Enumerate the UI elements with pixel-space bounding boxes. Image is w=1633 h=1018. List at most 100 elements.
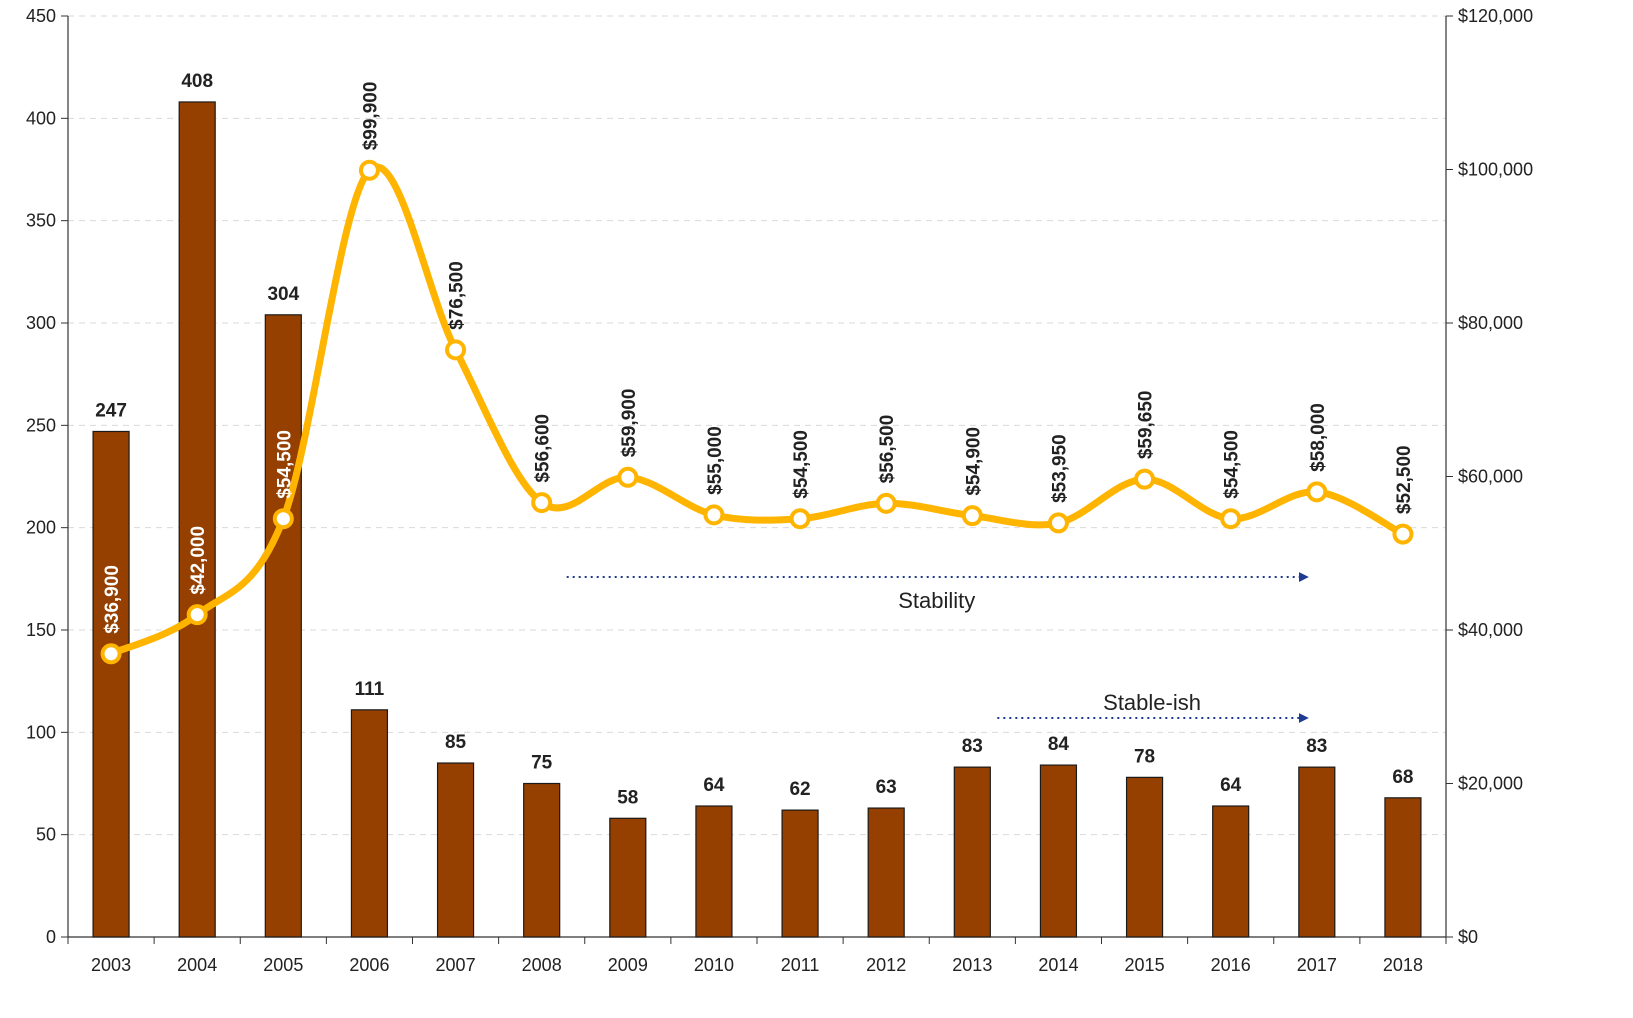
left-axis-tick-label: 50 — [36, 825, 56, 845]
price-value-label: $42,000 — [188, 526, 209, 595]
price-value-label: $52,500 — [1394, 445, 1415, 514]
bar-value-label: 68 — [1392, 767, 1413, 788]
left-axis-tick-label: 300 — [26, 313, 56, 333]
x-axis-tick-label: 2009 — [608, 955, 648, 975]
left-axis-tick-label: 450 — [26, 6, 56, 26]
right-axis-tick-label: $80,000 — [1458, 313, 1523, 333]
x-axis-tick-label: 2017 — [1297, 955, 1337, 975]
x-axis-tick-label: 2008 — [522, 955, 562, 975]
price-value-label: $54,900 — [963, 427, 984, 496]
bar-value-label: 304 — [267, 284, 299, 305]
price-point — [875, 492, 897, 514]
price-point — [789, 508, 811, 530]
price-value-label: $55,000 — [705, 426, 726, 495]
x-axis-tick-label: 2012 — [866, 955, 906, 975]
bar-value-label: 83 — [1306, 736, 1327, 757]
x-axis-tick-label: 2003 — [91, 955, 131, 975]
x-axis-tick-label: 2013 — [952, 955, 992, 975]
annotations: Stability Stable-ish — [566, 572, 1309, 724]
price-value-label: $54,500 — [274, 430, 295, 499]
price-point — [1392, 523, 1414, 545]
bar-value-label: 78 — [1134, 746, 1155, 767]
price-point — [961, 505, 983, 527]
x-axis-tick-label: 2014 — [1038, 955, 1078, 975]
price-value-label: $99,900 — [360, 82, 381, 151]
left-axis-tick-label: 250 — [26, 415, 56, 435]
bar — [1125, 776, 1164, 938]
bar — [1384, 797, 1422, 938]
bar-value-label: 85 — [445, 732, 467, 753]
bar — [609, 817, 647, 938]
bar — [695, 805, 733, 938]
bar — [1212, 805, 1250, 938]
right-axis-tick-label: $60,000 — [1458, 467, 1523, 487]
x-axis-tick-label: 2018 — [1383, 955, 1423, 975]
annotation-label: Stable-ish — [1103, 690, 1201, 715]
price-point — [100, 643, 122, 665]
price-value-label: $53,950 — [1049, 434, 1070, 503]
bar-value-label: 63 — [876, 777, 897, 798]
price-point — [1220, 508, 1242, 530]
right-axis-tick-label: $120,000 — [1458, 6, 1533, 26]
bar — [867, 807, 905, 938]
price-point — [445, 339, 467, 361]
right-axis-tick-label: $0 — [1458, 927, 1478, 947]
price-value-label: $59,650 — [1136, 390, 1157, 459]
x-axis-tick-label: 2010 — [694, 955, 734, 975]
bar — [523, 782, 561, 938]
price-point — [703, 504, 725, 526]
bar-value-label: 111 — [355, 679, 385, 700]
price-value-label: $56,600 — [533, 414, 554, 483]
price-value-label: $36,900 — [102, 565, 123, 634]
bar-value-label: 247 — [95, 400, 127, 421]
bar — [1298, 766, 1336, 938]
price-point — [358, 159, 380, 181]
bar-value-label: 64 — [1220, 775, 1242, 796]
bar-value-label: 64 — [703, 775, 725, 796]
price-point — [1047, 512, 1069, 534]
left-axis-tick-label: 150 — [26, 620, 56, 640]
price-value-label: $54,500 — [1222, 430, 1243, 499]
bar — [178, 101, 216, 938]
bar-value-label: 62 — [789, 779, 810, 800]
x-axis-tick-label: 2007 — [436, 955, 476, 975]
x-axis-tick-label: 2004 — [177, 955, 217, 975]
price-line — [107, 163, 1407, 658]
price-value-label: $59,900 — [619, 389, 640, 458]
bar-value-label: 75 — [531, 753, 553, 774]
price-point — [1306, 481, 1328, 503]
price-point — [617, 466, 639, 488]
bar — [1039, 764, 1078, 938]
left-axis-tick-label: 200 — [26, 518, 56, 538]
bar-value-label: 408 — [181, 71, 213, 92]
bar — [953, 766, 991, 938]
bar-value-label: 58 — [617, 787, 638, 808]
right-axis-tick-label: $100,000 — [1458, 160, 1533, 180]
price-point — [186, 604, 208, 626]
left-axis-tick-label: 400 — [26, 108, 56, 128]
bar — [264, 314, 302, 938]
price-value-label: $58,000 — [1308, 403, 1329, 472]
x-axis-tick-label: 2006 — [349, 955, 389, 975]
price-point — [1134, 468, 1156, 490]
data-labels: 247 408 304 111 85 75 58 64 62 63 83 84 78 64 83 68 $36,… — [95, 71, 1415, 808]
annotation-label: Stability — [898, 588, 975, 613]
bar-value-label: 84 — [1048, 734, 1070, 755]
x-axis-tick-label: 2015 — [1125, 955, 1165, 975]
x-axis-tick-label: 2011 — [781, 955, 820, 975]
x-axis-tick-label: 2005 — [263, 955, 303, 975]
left-axis-tick-label: 0 — [46, 927, 56, 947]
price-point — [272, 508, 294, 530]
right-axis-tick-label: $20,000 — [1458, 774, 1523, 794]
price-value-label: $76,500 — [447, 261, 468, 330]
left-axis-tick-label: 350 — [26, 211, 56, 231]
price-value-label: $54,500 — [791, 430, 812, 499]
bar — [436, 762, 475, 938]
right-axis-tick-label: $40,000 — [1458, 620, 1523, 640]
x-axis-tick-label: 2016 — [1211, 955, 1251, 975]
left-axis-tick-label: 100 — [26, 722, 56, 742]
bar — [781, 809, 819, 938]
bar — [92, 430, 130, 938]
